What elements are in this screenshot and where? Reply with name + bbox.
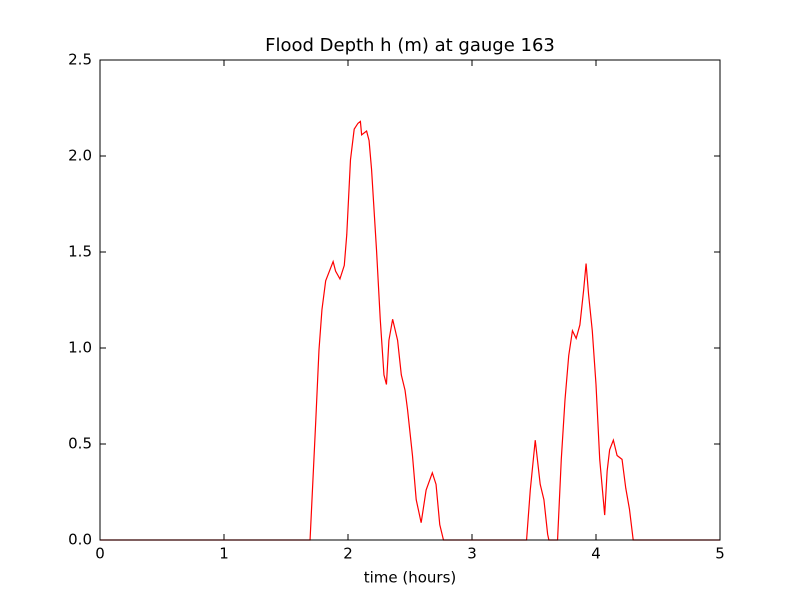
y-tick-label: 1.0 [68, 339, 92, 357]
plot-frame [99, 59, 721, 541]
x-tick-label: 0 [95, 545, 105, 563]
x-tick-label: 4 [591, 545, 601, 563]
x-tick-label: 2 [343, 545, 353, 563]
x-tick-label: 3 [467, 545, 477, 563]
y-tick-label: 0.0 [68, 531, 92, 549]
chart-title: Flood Depth h (m) at gauge 163 [265, 35, 555, 56]
y-tick-label: 2.0 [68, 147, 92, 165]
data-line [100, 120, 720, 541]
y-tick-label: 2.5 [68, 51, 92, 69]
x-tick-label: 1 [219, 545, 229, 563]
x-tick-label: 5 [715, 545, 725, 563]
y-tick-label: 1.5 [68, 243, 92, 261]
y-tick-label: 0.5 [68, 435, 92, 453]
x-axis-label: time (hours) [364, 569, 457, 587]
